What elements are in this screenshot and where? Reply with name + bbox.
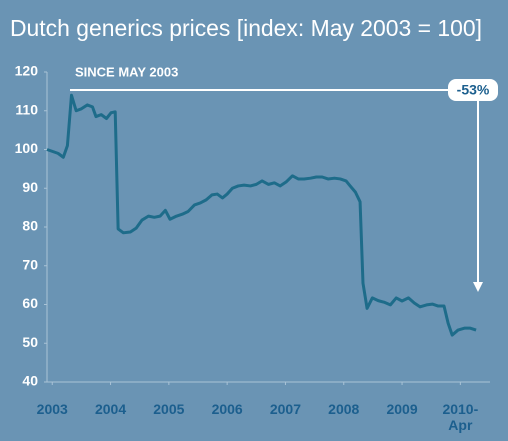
annotation: SINCE MAY 2003 (75, 64, 178, 79)
price-line (46, 93, 477, 337)
x-tick-label: 2009 (386, 401, 418, 417)
x-tick-label: 2007 (269, 401, 302, 417)
arrow-head (473, 282, 483, 292)
x-tick-label: 2006 (211, 401, 243, 417)
x-tick-label: 2005 (153, 401, 185, 417)
y-tick-label: 40 (22, 373, 38, 389)
x-tick-label: 2003 (36, 401, 68, 417)
y-tick-label: 50 (22, 334, 38, 350)
annotation-box (448, 79, 498, 101)
annotation: -53% (457, 82, 490, 98)
y-tick-label: 100 (15, 140, 39, 156)
y-tick-label: 120 (15, 63, 39, 79)
y-tick-label: 90 (22, 179, 38, 195)
y-tick-label: 70 (22, 256, 38, 272)
y-tick-label: 60 (22, 295, 38, 311)
chart-title: Dutch generics prices [index: May 2003 =… (10, 15, 482, 41)
x-tick-label: 2008 (328, 401, 360, 417)
y-tick-label: 110 (15, 101, 38, 117)
x-tick-label: 2010-Apr (442, 401, 479, 433)
y-tick-label: 80 (22, 218, 38, 234)
x-tick-label: 2004 (94, 401, 127, 417)
